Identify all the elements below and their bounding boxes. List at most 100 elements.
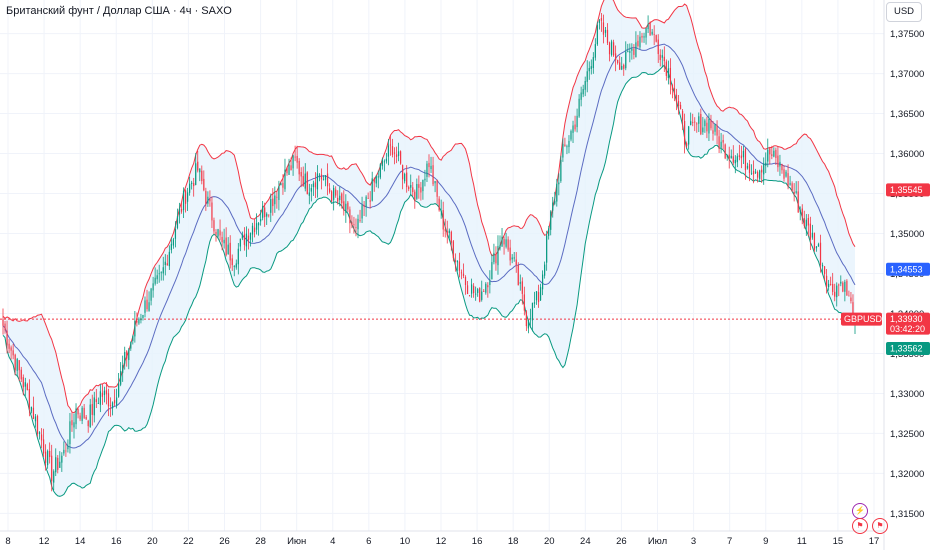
event-flag-icon[interactable]: ⚑ [872, 518, 888, 534]
candle-body [734, 159, 736, 164]
candle-body [686, 143, 688, 146]
candle-body [503, 238, 505, 245]
candle-body [592, 57, 594, 69]
candle-body [152, 283, 154, 291]
candle-body [91, 404, 93, 415]
candle-body [393, 152, 396, 154]
candle-body [249, 232, 252, 240]
price-tick-label: 1,37000 [890, 69, 924, 80]
candle-body [357, 218, 359, 230]
candle-body [722, 139, 724, 143]
symbol-label-text: GBPUSD [844, 314, 883, 324]
candle-body [197, 161, 199, 171]
candle-body [113, 400, 116, 404]
candle-body [783, 169, 785, 179]
candle-body [789, 183, 791, 185]
candle-body [702, 127, 704, 133]
candle-body [757, 172, 759, 178]
candle-body [836, 285, 838, 298]
candle-body [513, 257, 515, 259]
candle-body [399, 151, 402, 164]
candle-body [440, 210, 442, 212]
candle-body [326, 173, 329, 187]
candle-body [245, 233, 248, 247]
currency-button[interactable]: USD [886, 2, 922, 22]
candle-body [612, 42, 615, 56]
candle-body [30, 406, 33, 412]
candle-body [651, 31, 653, 35]
time-tick-label: 18 [508, 536, 519, 547]
candle-body [436, 179, 438, 197]
candle-body [596, 24, 598, 45]
candle-body [294, 156, 296, 158]
candle-body [481, 291, 483, 300]
candle-body [347, 202, 349, 210]
candle-body [434, 181, 436, 184]
candle-body [495, 254, 497, 264]
time-tick-label: 16 [111, 536, 122, 547]
candle-body [355, 227, 357, 228]
candle-body [262, 206, 264, 218]
candle-body [458, 261, 461, 271]
time-tick-label: 8 [5, 536, 10, 547]
candle-body [454, 260, 456, 262]
candle-body [645, 27, 647, 38]
candle-body [515, 259, 517, 265]
time-axis[interactable]: 8 12 14 16 20 22 26 28 Июн 4 6 10 12 16 18 20 24 26 Июл 3 7 9… [5, 536, 879, 547]
lightning-icon[interactable]: ⚡ [852, 503, 868, 519]
candle-body [103, 390, 106, 396]
time-tick-label: 14 [75, 536, 86, 547]
bar-countdown-text: 03:42:20 [890, 324, 925, 334]
candle-body [809, 223, 811, 240]
candle-body [473, 285, 475, 294]
candle-body [395, 154, 398, 157]
candle-body [694, 121, 696, 123]
candle-body [610, 41, 613, 55]
candle-body [318, 174, 321, 176]
candle-body [625, 51, 627, 69]
candle-body [284, 169, 286, 190]
candle-body [761, 169, 763, 173]
event-flag-icon[interactable]: ⚑ [852, 518, 868, 534]
candle-body [406, 172, 408, 188]
candle-body [359, 219, 361, 221]
candle-body [588, 67, 590, 72]
candle-body [67, 445, 69, 450]
candle-body [385, 158, 388, 162]
time-tick-label: 11 [797, 536, 807, 547]
candle-body [450, 231, 452, 243]
candle-body [850, 297, 852, 302]
candle-body [63, 449, 65, 454]
candle-body [38, 432, 41, 435]
candle-body [219, 230, 221, 236]
candle-body [215, 232, 217, 235]
candle-body [308, 192, 310, 196]
candle-body [643, 36, 645, 38]
candle-body [732, 156, 734, 163]
candle-body [523, 294, 525, 311]
candle-body [716, 125, 718, 136]
time-tick-label: 26 [616, 536, 627, 547]
candle-body [560, 159, 562, 182]
candle-body [663, 56, 665, 62]
candle-body [126, 351, 128, 359]
candle-body [306, 172, 308, 195]
time-tick-label: 20 [544, 536, 555, 547]
candle-body [36, 416, 39, 434]
price-tick-label: 1,36500 [890, 109, 924, 120]
candle-body [562, 143, 564, 158]
candle-body [79, 415, 81, 420]
candle-body [47, 450, 49, 466]
candle-body [282, 182, 284, 188]
candle-body [207, 196, 209, 204]
candle-body [105, 390, 108, 395]
candle-body [389, 144, 392, 146]
candle-body [763, 163, 765, 175]
candle-body [483, 291, 485, 292]
candle-body [83, 407, 85, 418]
candle-body [209, 198, 211, 202]
candle-body [570, 131, 572, 140]
candle-body [544, 264, 546, 276]
candle-body [797, 191, 799, 213]
